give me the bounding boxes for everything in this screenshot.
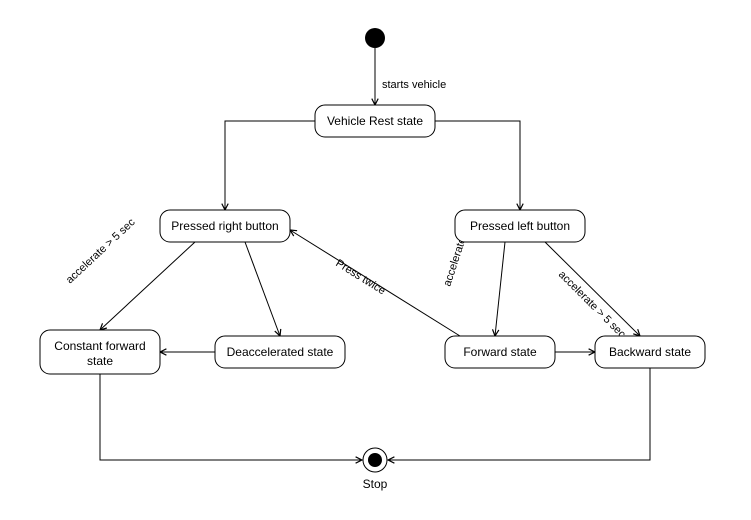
- edge-rest-right: [225, 121, 315, 210]
- initial-node: [365, 28, 385, 48]
- final-node-label: Stop: [363, 477, 388, 491]
- node-left-label: Pressed left button: [470, 219, 570, 233]
- edge-label-accel-5sec-2: accelerate > 5 sec: [556, 269, 628, 341]
- edge-label-accel-5sec-1: accelerate > 5 sec: [64, 216, 138, 286]
- state-diagram: starts vehicle accelerate > 5 sec accele…: [0, 0, 751, 520]
- node-cfwd-label2: state: [87, 354, 113, 368]
- edge-label-starts-vehicle: starts vehicle: [382, 79, 446, 91]
- edge-cfwd-stop: [100, 374, 362, 460]
- edge-left-fwd: [495, 242, 505, 336]
- node-bwd-label: Backward state: [609, 345, 691, 359]
- node-deacc-label: Deaccelerated state: [227, 345, 334, 359]
- edge-left-bwd: [545, 242, 640, 336]
- final-node-inner: [368, 453, 382, 467]
- edge-bwd-stop: [388, 368, 650, 460]
- edge-right-deacc: [245, 242, 280, 336]
- edge-right-cfwd: [100, 242, 195, 330]
- node-right-label: Pressed right button: [171, 219, 278, 233]
- node-fwd-label: Forward state: [463, 345, 537, 359]
- node-cfwd-label1: Constant forward: [54, 339, 145, 353]
- node-rest-label: Vehicle Rest state: [327, 114, 423, 128]
- edge-rest-left: [435, 121, 520, 210]
- edge-label-press-twice: Press twice: [333, 257, 387, 297]
